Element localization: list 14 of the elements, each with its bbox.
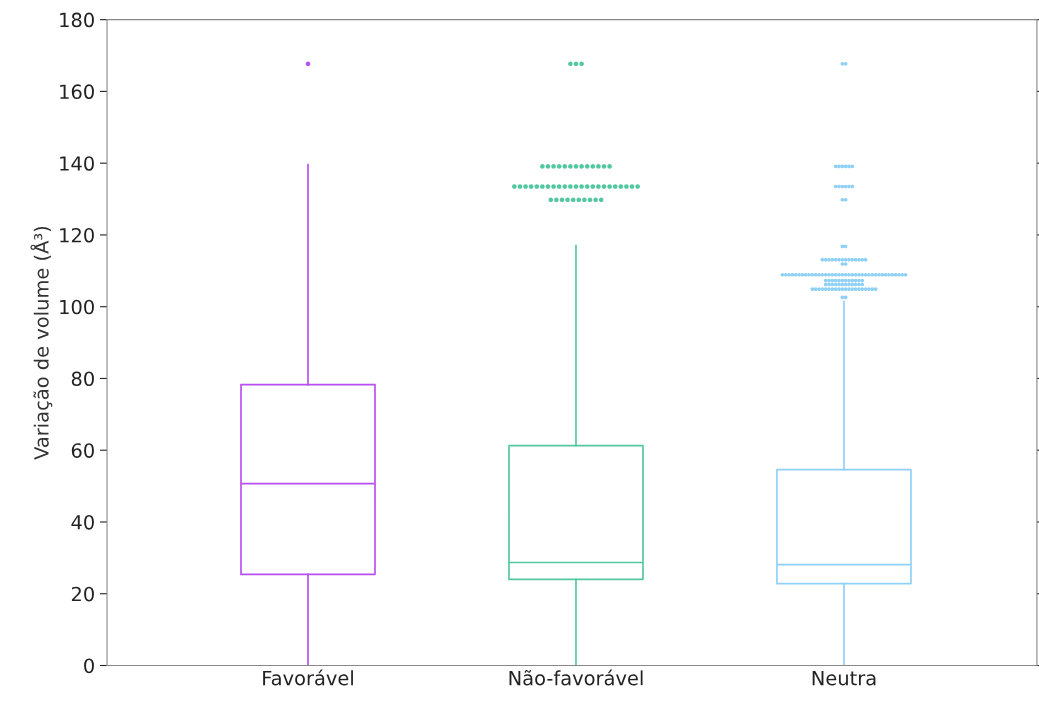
- y-tick-label: 80: [71, 371, 94, 387]
- y-tick-label: 160: [60, 84, 94, 100]
- x-tick-label: Não-favorável: [509, 669, 643, 686]
- y-tick-label: 40: [71, 514, 94, 530]
- y-tick-label: 0: [84, 658, 94, 674]
- y-tick-label: 180: [60, 12, 94, 28]
- y-tick-label: 120: [60, 227, 94, 243]
- y-tick-label: 60: [71, 443, 94, 458]
- y-axis-title: Variação de volume (Å³): [30, 226, 53, 460]
- x-tick-label: Neutra: [812, 670, 876, 686]
- y-tick-label: 100: [60, 299, 94, 315]
- y-tick-label: 140: [60, 156, 94, 171]
- y-tick-label: 20: [71, 586, 94, 602]
- x-tick-label: Favorável: [263, 669, 353, 686]
